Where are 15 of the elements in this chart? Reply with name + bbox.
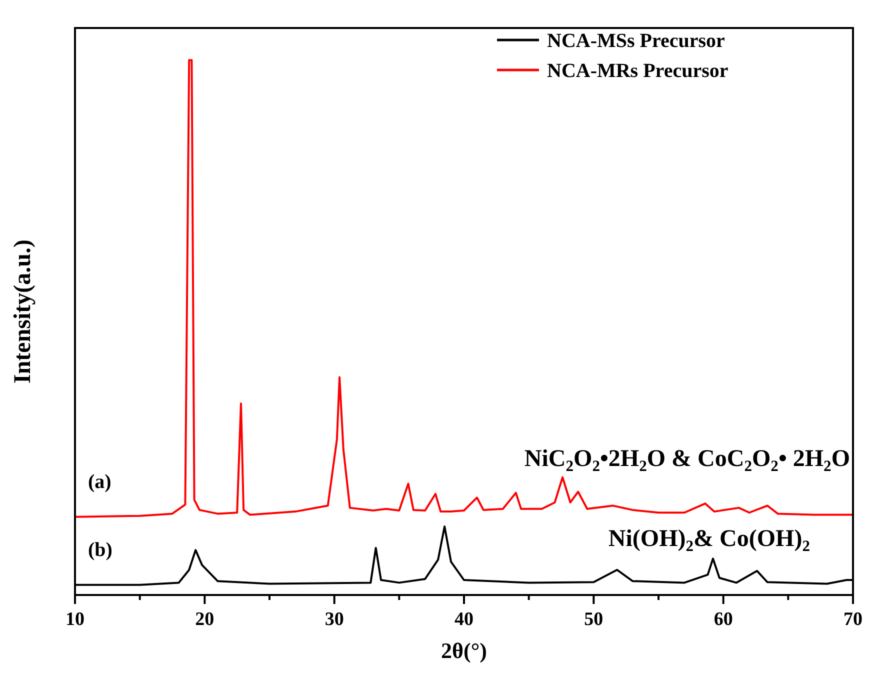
legend-label: NCA-MRs Precursor (547, 60, 728, 82)
annotation: Ni(OH)$_{2}$& Co(OH)$_{2}$ (608, 526, 810, 555)
x-axis-title: 2θ(°) (441, 638, 487, 663)
x-tick-label: 20 (195, 609, 214, 630)
x-tick-label: 10 (66, 609, 84, 630)
x-tick-label: 30 (324, 609, 344, 630)
annotation: (a) (88, 471, 112, 493)
annotation: (b) (88, 539, 112, 561)
x-tick-label: 60 (714, 609, 733, 630)
legend-label: NCA-MSs Precursor (547, 30, 726, 52)
x-tick-label: 40 (454, 609, 474, 630)
text: NiC$_{2}$O$_{2}$•2H$_{2}$O & CoC$_{2}$O$_{2}$• 2H$_{2}$O (524, 446, 850, 475)
y-axis-title: Intensity(a.u.) (10, 239, 36, 384)
x-tick-label: 70 (844, 609, 862, 630)
x-tick-label: 50 (584, 609, 604, 630)
